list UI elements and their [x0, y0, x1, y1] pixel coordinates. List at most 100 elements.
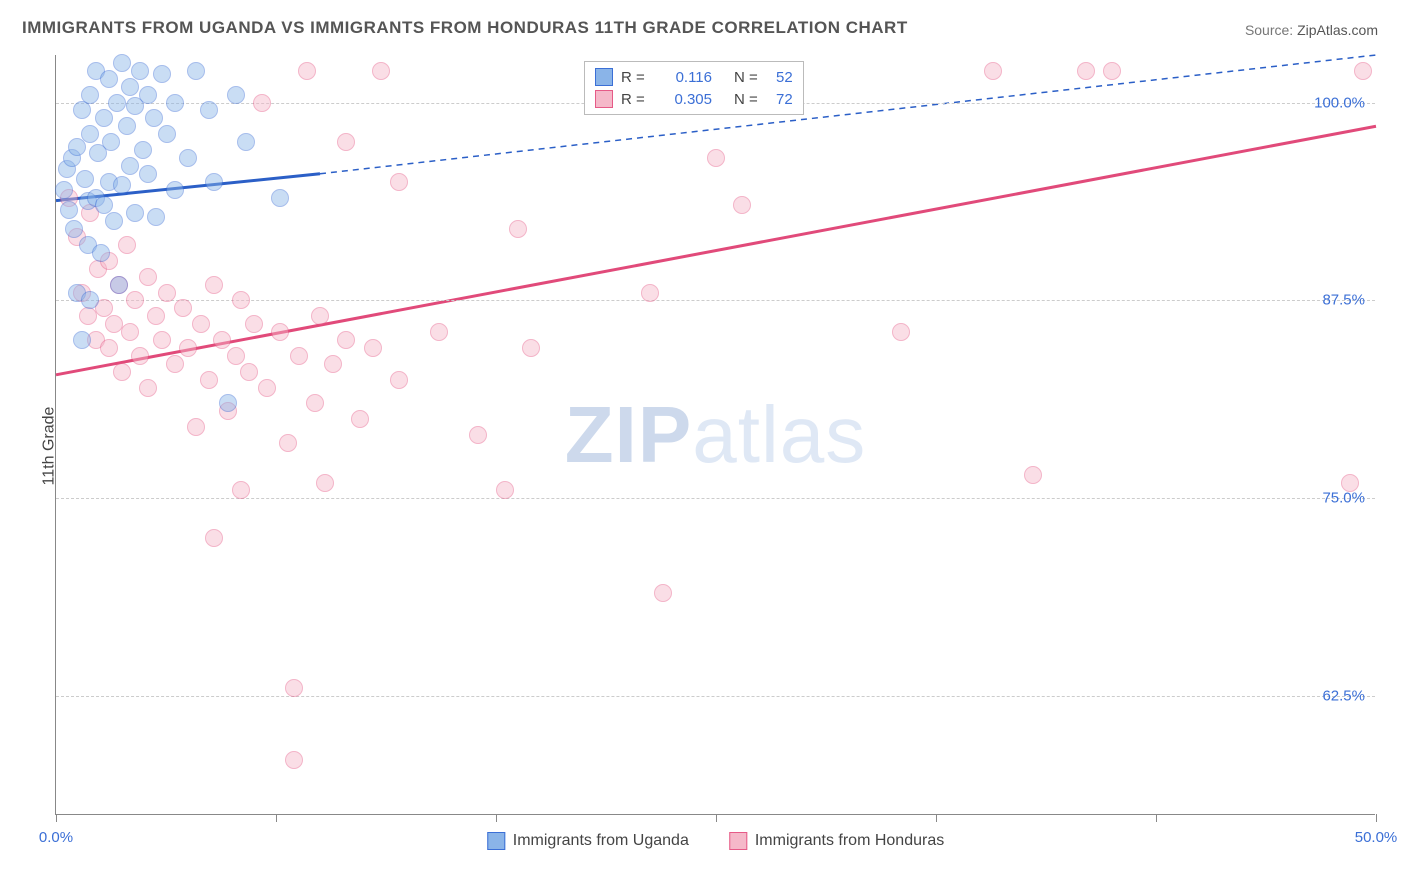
regression-line-extension — [320, 55, 1376, 174]
x-tick — [56, 814, 57, 822]
data-point — [298, 62, 316, 80]
data-point — [364, 339, 382, 357]
gridline-h — [56, 300, 1375, 301]
data-point — [733, 196, 751, 214]
x-tick-label: 50.0% — [1355, 829, 1398, 846]
data-point — [81, 291, 99, 309]
data-point — [271, 323, 289, 341]
data-point — [1077, 62, 1095, 80]
data-point — [158, 125, 176, 143]
data-point — [187, 418, 205, 436]
data-point — [145, 109, 163, 127]
data-point — [126, 204, 144, 222]
legend-series: Immigrants from UgandaImmigrants from Ho… — [487, 832, 944, 850]
x-tick — [496, 814, 497, 822]
data-point — [654, 584, 672, 602]
data-point — [55, 181, 73, 199]
legend-swatch — [595, 90, 613, 108]
x-tick — [936, 814, 937, 822]
data-point — [290, 347, 308, 365]
legend-row: R =0.116N =52 — [595, 66, 793, 88]
chart-title: IMMIGRANTS FROM UGANDA VS IMMIGRANTS FRO… — [22, 18, 908, 38]
data-point — [240, 363, 258, 381]
legend-row: R =0.305N =72 — [595, 88, 793, 110]
source-credit: Source: ZipAtlas.com — [1245, 22, 1378, 38]
data-point — [95, 109, 113, 127]
data-point — [237, 133, 255, 151]
data-point — [100, 70, 118, 88]
data-point — [205, 276, 223, 294]
data-point — [126, 291, 144, 309]
data-point — [187, 62, 205, 80]
data-point — [139, 86, 157, 104]
r-value: 0.116 — [657, 69, 712, 86]
legend-label: Immigrants from Honduras — [755, 832, 944, 850]
x-tick — [716, 814, 717, 822]
data-point — [166, 94, 184, 112]
data-point — [200, 371, 218, 389]
data-point — [271, 189, 289, 207]
gridline-h — [56, 696, 1375, 697]
data-point — [100, 339, 118, 357]
x-tick — [1156, 814, 1157, 822]
data-point — [892, 323, 910, 341]
data-point — [469, 426, 487, 444]
data-point — [118, 236, 136, 254]
data-point — [316, 474, 334, 492]
r-label: R = — [621, 69, 649, 86]
y-tick-label: 75.0% — [1322, 490, 1365, 507]
data-point — [285, 751, 303, 769]
data-point — [81, 125, 99, 143]
legend-item: Immigrants from Honduras — [729, 832, 944, 850]
data-point — [179, 339, 197, 357]
watermark: ZIPatlas — [565, 389, 866, 481]
data-point — [1103, 62, 1121, 80]
data-point — [351, 410, 369, 428]
data-point — [1354, 62, 1372, 80]
data-point — [324, 355, 342, 373]
n-label: N = — [734, 91, 768, 108]
data-point — [337, 133, 355, 151]
data-point — [245, 315, 263, 333]
data-point — [174, 299, 192, 317]
data-point — [430, 323, 448, 341]
r-label: R = — [621, 91, 649, 108]
data-point — [121, 157, 139, 175]
data-point — [306, 394, 324, 412]
data-point — [192, 315, 210, 333]
data-point — [95, 196, 113, 214]
data-point — [118, 117, 136, 135]
x-tick — [276, 814, 277, 822]
data-point — [253, 94, 271, 112]
data-point — [147, 307, 165, 325]
data-point — [158, 284, 176, 302]
data-point — [285, 679, 303, 697]
data-point — [279, 434, 297, 452]
data-point — [153, 331, 171, 349]
data-point — [153, 65, 171, 83]
data-point — [205, 173, 223, 191]
data-point — [134, 141, 152, 159]
data-point — [232, 291, 250, 309]
data-point — [227, 86, 245, 104]
data-point — [131, 62, 149, 80]
data-point — [121, 323, 139, 341]
data-point — [390, 173, 408, 191]
r-value: 0.305 — [657, 91, 712, 108]
regression-lines-layer — [56, 55, 1375, 814]
data-point — [311, 307, 329, 325]
x-tick — [1376, 814, 1377, 822]
data-point — [509, 220, 527, 238]
data-point — [65, 220, 83, 238]
data-point — [147, 208, 165, 226]
data-point — [166, 355, 184, 373]
data-point — [1024, 466, 1042, 484]
data-point — [205, 529, 223, 547]
source-label: Source: — [1245, 22, 1293, 38]
data-point — [337, 331, 355, 349]
source-value: ZipAtlas.com — [1297, 22, 1378, 38]
data-point — [139, 379, 157, 397]
data-point — [707, 149, 725, 167]
data-point — [102, 133, 120, 151]
data-point — [522, 339, 540, 357]
